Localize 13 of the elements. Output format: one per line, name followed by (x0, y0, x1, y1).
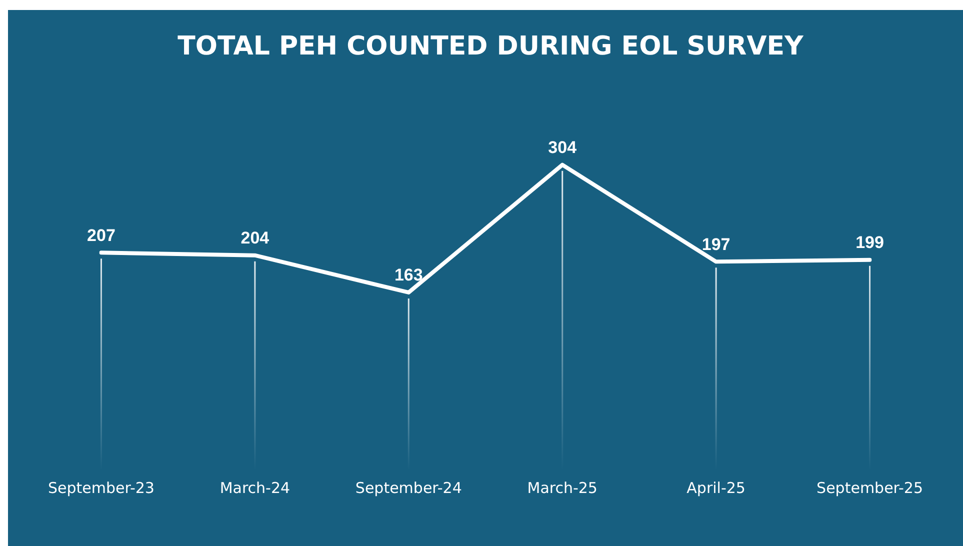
data-label: 304 (548, 138, 578, 158)
data-label: 207 (87, 226, 116, 245)
x-tick-label: March-25 (527, 478, 598, 497)
x-tick-label: September-24 (355, 478, 462, 497)
x-tick-label: September-23 (48, 478, 154, 497)
data-label: 204 (240, 228, 270, 248)
data-label: 199 (856, 233, 884, 252)
chart-title: TOTAL PEH COUNTED DURING EOL SURVEY (178, 31, 805, 62)
x-tick-label: March-24 (220, 478, 290, 497)
data-label: 197 (702, 234, 730, 254)
x-tick-label: April-25 (686, 478, 746, 497)
data-label: 163 (394, 266, 423, 285)
x-tick-label: September-25 (816, 478, 923, 497)
